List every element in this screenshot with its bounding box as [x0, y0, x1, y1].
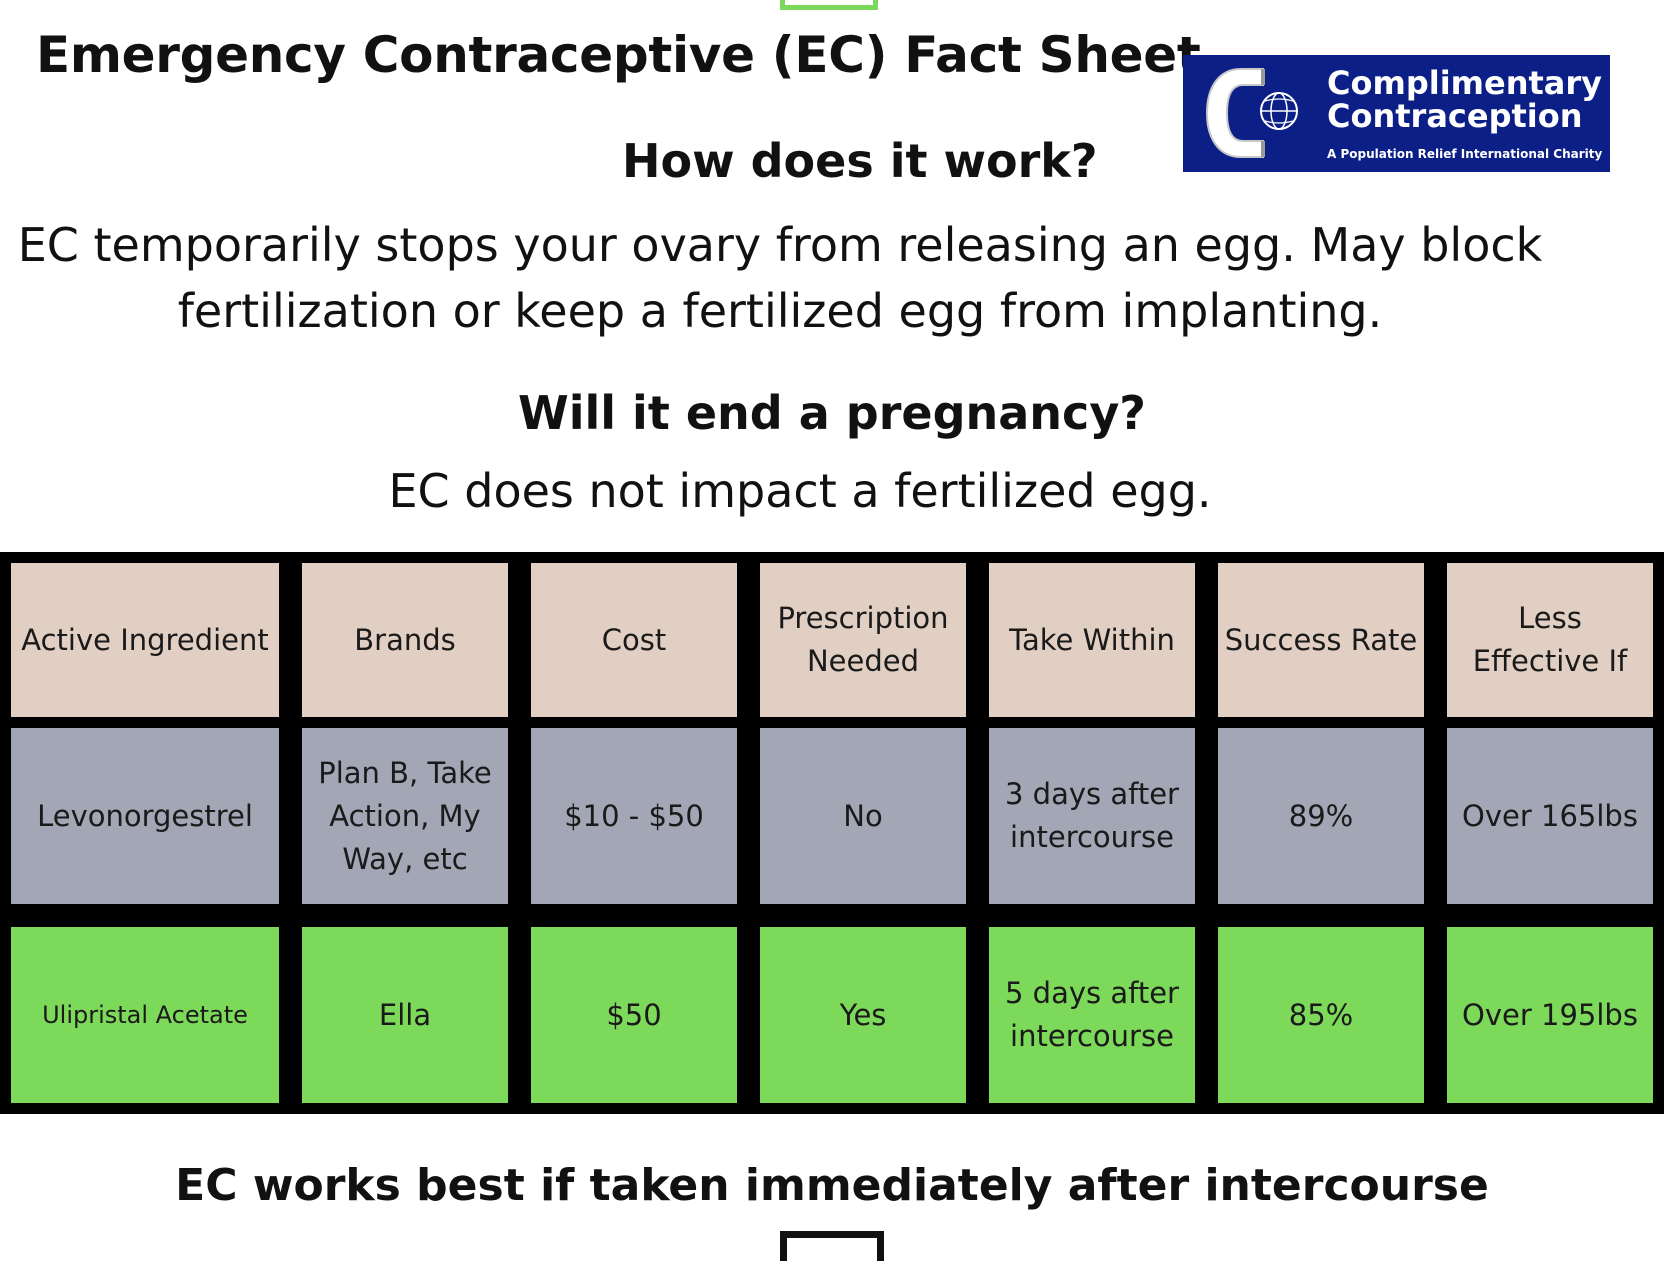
footer-note: EC works best if taken immediately after… [175, 1160, 1489, 1211]
comparison-table: Active Ingredient Brands Cost Prescripti… [0, 552, 1664, 1114]
table-header-cell: Cost [531, 563, 737, 717]
how-it-works-line1: EC temporarily stops your ovary from rel… [17, 218, 1543, 272]
table-cell: $10 - $50 [531, 728, 737, 904]
table-cell: $50 [531, 927, 737, 1103]
table-cell: Ella [302, 927, 508, 1103]
table-cell: 3 days after intercourse [989, 728, 1195, 904]
table-header-cell: Success Rate [1218, 563, 1424, 717]
table-header-cell: Active Ingredient [11, 563, 279, 717]
table-cell: Over 165lbs [1447, 728, 1653, 904]
table-header-cell: Brands [302, 563, 508, 717]
how-it-works-text: EC temporarily stops your ovary from rel… [0, 212, 1560, 344]
table-cell: Yes [760, 927, 966, 1103]
logo-name: Complimentary Contraception [1327, 67, 1602, 133]
page-title: Emergency Contraceptive (EC) Fact Sheet [36, 26, 1201, 84]
table-cell: Plan B, Take Action, My Way, etc [302, 728, 508, 904]
bottom-decoration [780, 1231, 884, 1261]
table-header-cell: Less Effective If [1447, 563, 1653, 717]
table-cell: 85% [1218, 927, 1424, 1103]
table-cell: 5 days after intercourse [989, 927, 1195, 1103]
table-cell: Ulipristal Acetate [11, 927, 279, 1103]
logo-name-line1: Complimentary [1327, 64, 1603, 102]
table-cell: Over 195lbs [1447, 927, 1653, 1103]
logo-name-line2: Contraception [1327, 97, 1583, 135]
how-it-works-line2: fertilization or keep a fertilized egg f… [177, 284, 1383, 338]
table-header-cell: Take Within [989, 563, 1195, 717]
how-it-works-heading: How does it work? [622, 134, 1098, 188]
top-decoration [780, 0, 878, 10]
table-cell: Levonorgestrel [11, 728, 279, 904]
pregnancy-heading: Will it end a pregnancy? [518, 386, 1146, 440]
table-header-cell: Prescription Needed [760, 563, 966, 717]
logo-c-globe-icon [1205, 68, 1298, 158]
pregnancy-text: EC does not impact a fertilized egg. [388, 464, 1212, 518]
logo-tagline: A Population Relief International Charit… [1327, 147, 1603, 161]
table-cell: 89% [1218, 728, 1424, 904]
table-cell: No [760, 728, 966, 904]
logo: Complimentary Contraception A Population… [1183, 55, 1610, 172]
